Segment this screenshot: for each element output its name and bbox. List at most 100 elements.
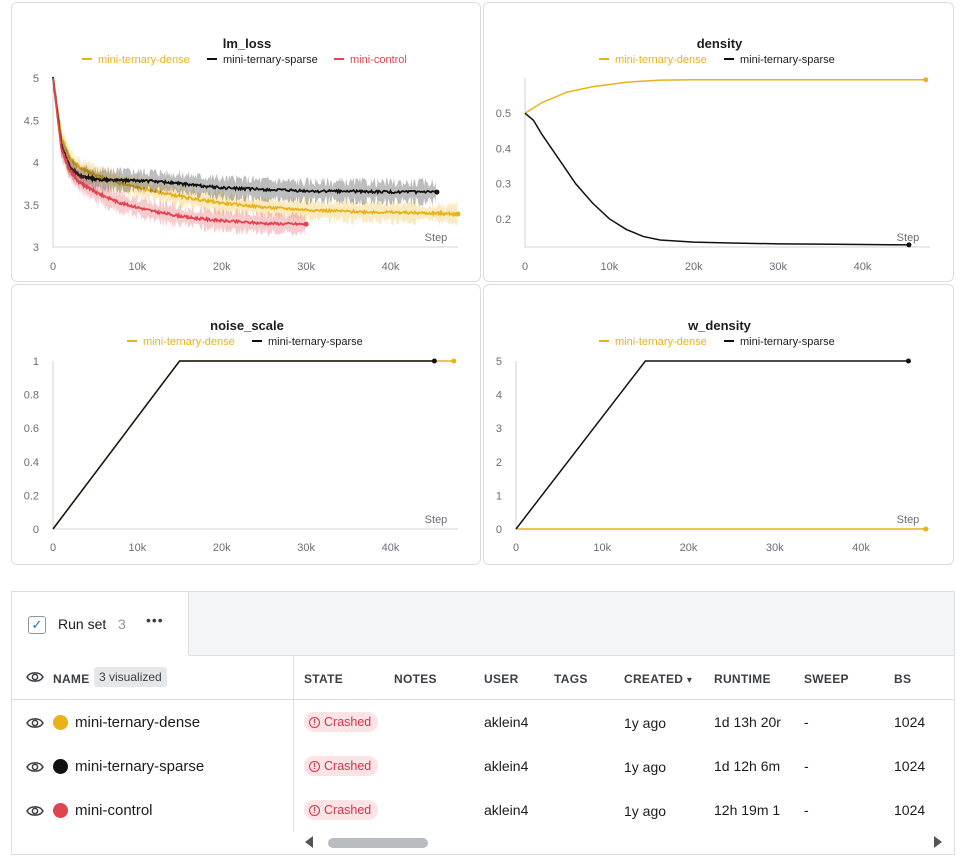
series-line[interactable] (52, 76, 438, 196)
eye-icon[interactable] (26, 716, 44, 730)
run-color-dot[interactable] (53, 759, 68, 774)
run-color-dot[interactable] (53, 715, 68, 730)
series-end-point (431, 358, 437, 364)
chart-panel-noise-scale[interactable]: noise_scale mini-ternary-dense mini-ternar… (11, 284, 481, 565)
eye-icon[interactable] (26, 670, 44, 684)
column-header-notes[interactable]: NOTES (394, 672, 437, 686)
x-axis-label: Step (897, 232, 920, 244)
created-cell: 1y ago (624, 759, 667, 775)
y-tick-label: 4 (496, 390, 502, 402)
y-tick-label: 0.2 (24, 490, 39, 502)
table-row[interactable]: mini-ternary-dense ! Crashed aklein4 1y a… (12, 701, 954, 745)
series-line[interactable] (52, 77, 307, 227)
chart-panel-density[interactable]: density mini-ternary-dense mini-ternary-sp… (483, 2, 954, 282)
horizontal-scrollbar[interactable] (293, 832, 954, 854)
y-tick-label: 0 (496, 524, 502, 536)
y-tick-label: 5 (33, 73, 39, 85)
y-tick-label: 0.5 (496, 108, 511, 120)
legend-entry[interactable]: mini-ternary-dense (615, 54, 707, 66)
series-end-point (455, 211, 461, 217)
x-tick-label: 20k (680, 542, 698, 554)
legend-entry[interactable]: mini-ternary-dense (143, 336, 235, 348)
scroll-left-icon[interactable] (305, 836, 313, 848)
column-header-user[interactable]: USER (484, 672, 519, 686)
x-tick-label: 30k (766, 542, 784, 554)
run-name[interactable]: mini-control (75, 802, 153, 819)
run-name[interactable]: mini-ternary-sparse (75, 758, 205, 775)
lm-loss-chart: lm_loss mini-ternary-dense mini-ternary-sp… (24, 36, 461, 273)
y-tick-label: 0.4 (496, 143, 511, 155)
sweep-cell: - (804, 758, 809, 774)
density-chart: density mini-ternary-dense mini-ternary-sp… (496, 36, 930, 273)
created-cell: 1y ago (624, 715, 667, 731)
column-header-bs[interactable]: BS (894, 672, 912, 686)
warning-icon: ! (309, 716, 320, 728)
column-header-tags[interactable]: TAGS (554, 672, 588, 686)
x-tick-label: 20k (213, 261, 231, 273)
table-row[interactable]: mini-ternary-sparse ! Crashed aklein4 1y … (12, 745, 954, 789)
scrollbar-thumb[interactable] (328, 838, 428, 848)
y-tick-label: 5 (496, 356, 502, 368)
scroll-right-icon[interactable] (934, 836, 942, 848)
series-line[interactable] (524, 112, 909, 246)
sweep-cell: - (804, 714, 809, 730)
visualized-badge[interactable]: 3 visualized (94, 667, 167, 687)
sweep-cell: - (804, 802, 809, 818)
legend-entry[interactable]: mini-ternary-dense (98, 54, 190, 66)
y-tick-label: 1 (33, 356, 39, 368)
runtime-cell: 1d 13h 20r (714, 714, 781, 730)
series-band (53, 78, 306, 237)
w-density-chart: w_density mini-ternary-dense mini-ternary-… (496, 318, 930, 554)
series-line[interactable] (515, 360, 909, 530)
legend-entry[interactable]: mini-ternary-sparse (740, 336, 835, 348)
column-header-sweep[interactable]: SWEEP (804, 672, 849, 686)
series-line[interactable] (52, 360, 454, 530)
series-band (53, 78, 458, 227)
run-name[interactable]: mini-ternary-dense (75, 714, 201, 731)
y-tick-label: 0.8 (24, 390, 39, 402)
x-axis-label: Step (897, 514, 920, 526)
bs-cell: 1024 (894, 714, 926, 730)
x-tick-label: 30k (297, 542, 315, 554)
column-header-runtime[interactable]: RUNTIME (714, 672, 771, 686)
legend-entry[interactable]: mini-ternary-dense (615, 336, 707, 348)
series-line[interactable] (524, 79, 926, 114)
chart-panel-lm-loss[interactable]: lm_loss mini-ternary-dense mini-ternary-sp… (11, 2, 481, 282)
created-cell: 1y ago (624, 803, 667, 819)
x-tick-label: 20k (685, 261, 703, 273)
series-line[interactable] (52, 77, 459, 218)
legend-entry[interactable]: mini-ternary-sparse (740, 54, 835, 66)
column-header-created[interactable]: CREATED ▾ (624, 672, 693, 686)
series-line[interactable] (52, 360, 435, 530)
eye-icon[interactable] (26, 760, 44, 774)
y-tick-label: 3 (33, 242, 39, 254)
run-set-tab[interactable]: ✓ Run set 3 ••• (12, 592, 189, 656)
user-cell: aklein4 (484, 802, 529, 818)
y-tick-label: 0.6 (24, 423, 39, 435)
run-color-dot[interactable] (53, 803, 68, 818)
noise-scale-chart: noise_scale mini-ternary-dense mini-ternar… (24, 318, 458, 554)
user-cell: aklein4 (484, 758, 529, 774)
x-tick-label: 40k (382, 542, 400, 554)
column-header-state[interactable]: STATE (304, 672, 344, 686)
axis-line (515, 361, 930, 530)
table-row[interactable]: mini-control ! Crashed aklein4 1y ago 12h… (12, 789, 954, 833)
more-options-icon[interactable]: ••• (146, 612, 164, 628)
column-header-name[interactable]: NAME (53, 672, 90, 686)
axis-line (52, 78, 458, 248)
axis-line (524, 78, 930, 248)
chart-panel-w-density[interactable]: w_density mini-ternary-dense mini-ternary-… (483, 284, 954, 565)
x-axis-label: Step (425, 514, 448, 526)
chart-title: lm_loss (223, 36, 271, 51)
legend-entry[interactable]: mini-ternary-sparse (223, 54, 318, 66)
x-tick-label: 40k (854, 261, 872, 273)
y-tick-label: 0 (33, 524, 39, 536)
legend-entry[interactable]: mini-ternary-sparse (268, 336, 363, 348)
eye-icon[interactable] (26, 804, 44, 818)
series-end-point (451, 358, 457, 364)
table-header: NAME 3 visualized STATE NOTES USER TAGS … (12, 656, 954, 700)
run-set-checkbox[interactable]: ✓ (28, 616, 46, 634)
legend-entry[interactable]: mini-control (350, 54, 407, 66)
y-tick-label: 4.5 (24, 115, 39, 127)
chart-title: density (697, 36, 743, 51)
